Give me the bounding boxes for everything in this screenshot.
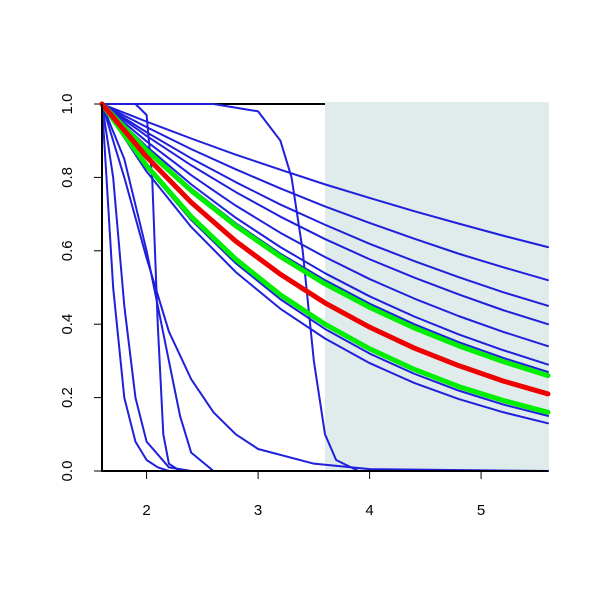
curve	[101, 103, 549, 425]
curve	[101, 103, 549, 472]
curve	[99, 101, 551, 397]
x-tick-label: 5	[477, 502, 485, 519]
y-tick-label: 0.6	[59, 240, 76, 261]
x-tick-label: 3	[254, 502, 262, 519]
curve	[101, 103, 549, 249]
y-tick-label: 0.0	[59, 461, 76, 482]
y-tick-label: 1.0	[59, 94, 76, 115]
x-tick-label: 2	[142, 502, 150, 519]
curve	[101, 103, 549, 282]
y-tick-label: 0.2	[59, 387, 76, 408]
y-tick-label: 0.4	[59, 314, 76, 335]
curve	[101, 103, 549, 472]
x-tick-label: 4	[365, 502, 373, 519]
curve	[101, 103, 549, 348]
curve	[101, 103, 549, 472]
curve	[99, 101, 551, 379]
y-tick-label: 0.8	[59, 167, 76, 188]
curve	[101, 103, 549, 366]
curve	[101, 103, 549, 326]
curve	[101, 103, 549, 307]
curve	[99, 101, 551, 415]
